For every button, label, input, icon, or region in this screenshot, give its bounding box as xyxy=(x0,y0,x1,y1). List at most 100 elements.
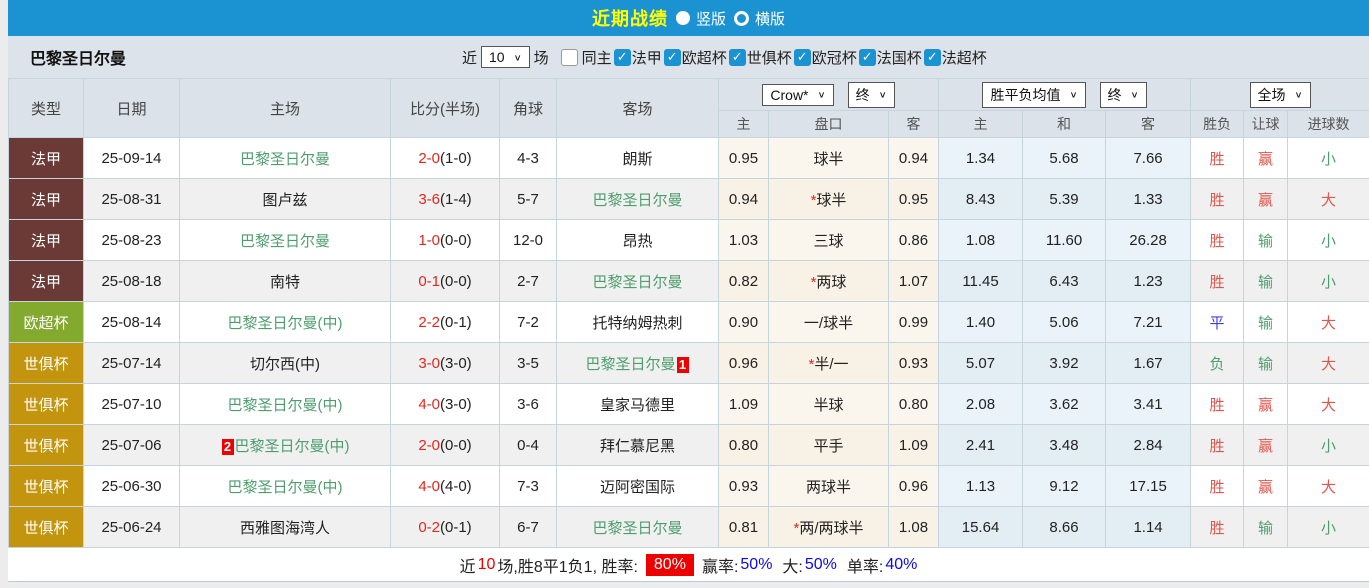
handicap-text: 三球 xyxy=(813,232,844,250)
away-odds: 1.09 xyxy=(887,424,940,466)
match-result: 胜 xyxy=(1190,465,1245,507)
filter-bar: 巴黎圣日尔曼 近 10 ∨ 场 同主 ✓ 法甲 ✓ 欧超杯 ✓ 世俱杯 ✓ 欧冠杯 ✓ 法国杯 ✓ 法… xyxy=(8,36,1369,78)
away-odds: 0.86 xyxy=(887,219,940,261)
same-home-filter[interactable]: 同主 xyxy=(560,47,612,68)
away-odds: 1.08 xyxy=(887,506,940,548)
home-team-cell: 巴黎圣日尔曼(中) xyxy=(179,465,391,507)
match-type-badge: 法甲 xyxy=(8,219,84,261)
match-result: 胜 xyxy=(1190,137,1245,179)
checkbox-icon[interactable] xyxy=(560,48,578,66)
handicap-result: 输 xyxy=(1243,301,1289,343)
score-cell: 4-0(4-0) xyxy=(390,465,500,507)
goals-result: 大 xyxy=(1287,383,1369,425)
avg-lose-odds: 7.66 xyxy=(1105,137,1192,179)
avg-win-odds: 8.43 xyxy=(938,178,1024,220)
col-header-type: 类型 xyxy=(8,78,84,138)
league-filters: ✓ 法甲 ✓ 欧超杯 ✓ 世俱杯 ✓ 欧冠杯 ✓ 法国杯 ✓ 法超杯 xyxy=(612,47,987,68)
fulltime-score: 4-0 xyxy=(418,477,440,495)
chevron-down-icon: ∨ xyxy=(817,90,826,100)
home-team-name: 西雅图海湾人 xyxy=(239,519,330,537)
checkbox-icon[interactable]: ✓ xyxy=(728,48,746,66)
single-value: 40% xyxy=(885,555,918,573)
checkbox-icon[interactable]: ✓ xyxy=(613,48,631,66)
chevron-down-icon: ∨ xyxy=(1130,90,1139,100)
checkbox-icon[interactable]: ✓ xyxy=(663,48,681,66)
avg-odds-select[interactable]: 胜平负均值 ∨ xyxy=(982,81,1086,108)
recent-count-select[interactable]: 10 ∨ xyxy=(481,46,530,68)
halftime-score: (0-0) xyxy=(440,272,472,290)
avg-draw-odds: 11.60 xyxy=(1022,219,1107,261)
league-filter-法超杯[interactable]: ✓ 法超杯 xyxy=(923,47,987,68)
home-team-cell: 2 巴黎圣日尔曼(中) xyxy=(179,424,391,466)
handicap-result: 赢 xyxy=(1243,178,1289,220)
league-filter-法甲[interactable]: ✓ 法甲 xyxy=(613,47,662,68)
layout-radio-horizontal[interactable]: 横版 xyxy=(734,8,785,29)
match-result: 负 xyxy=(1190,342,1245,384)
subheader-odds-home: 主 xyxy=(718,110,769,138)
handicap-result: 赢 xyxy=(1243,383,1289,425)
avg-win-odds: 11.45 xyxy=(938,260,1024,302)
away-team-name: 皇家马德里 xyxy=(599,396,675,414)
odds-time-select[interactable]: 终 ∨ xyxy=(847,81,895,108)
filters: 近 10 ∨ 场 同主 ✓ 法甲 ✓ 欧超杯 ✓ 世俱杯 ✓ 欧冠杯 ✓ 法国杯 ✓ 法超杯 xyxy=(458,36,987,78)
handicap-line: *球半 xyxy=(768,178,889,220)
avg-lose-odds: 1.14 xyxy=(1105,506,1192,548)
match-type-badge: 法甲 xyxy=(8,137,84,179)
match-date: 25-07-06 xyxy=(83,424,180,466)
single-label: 单率: xyxy=(846,558,884,576)
radio-label-horizontal: 横版 xyxy=(755,10,786,28)
corner-score: 2-7 xyxy=(499,260,557,302)
match-result: 平 xyxy=(1190,301,1245,343)
match-date: 25-07-10 xyxy=(83,383,180,425)
avg-lose-odds: 2.84 xyxy=(1105,424,1192,466)
goals-result: 小 xyxy=(1287,506,1369,548)
radio-unselected-icon[interactable] xyxy=(734,10,749,26)
goals-result: 小 xyxy=(1287,260,1369,302)
handicap-line: 三球 xyxy=(768,219,889,261)
big-label: 大: xyxy=(782,558,803,576)
col-header-score: 比分(半场) xyxy=(390,78,500,138)
match-type-badge: 世俱杯 xyxy=(8,465,84,507)
table-row: 世俱杯 25-07-10 巴黎圣日尔曼(中) 4-0(3-0) 3-6 皇家马德里 1.09… xyxy=(8,383,1369,425)
league-filter-世俱杯[interactable]: ✓ 世俱杯 xyxy=(728,47,792,68)
period-value: 全场 xyxy=(1257,86,1286,103)
avg-lose-odds: 1.67 xyxy=(1105,342,1192,384)
league-filter-欧冠杯[interactable]: ✓ 欧冠杯 xyxy=(793,47,857,68)
results-tbody: 法甲 25-09-14 巴黎圣日尔曼 2-0(1-0) 4-3 朗斯 0.95 球半 0.94 1… xyxy=(8,137,1369,548)
home-team-name: 巴黎圣日尔曼(中) xyxy=(227,396,343,414)
handicap-text: 球半 xyxy=(813,150,844,168)
away-odds: 0.96 xyxy=(887,465,940,507)
away-team-name: 昂热 xyxy=(622,232,653,250)
handicap-text: 平手 xyxy=(813,437,844,455)
match-type-badge: 世俱杯 xyxy=(8,506,84,548)
league-filter-法国杯[interactable]: ✓ 法国杯 xyxy=(858,47,922,68)
fulltime-score: 0-1 xyxy=(418,272,440,290)
avg-win-odds: 2.41 xyxy=(938,424,1024,466)
radio-selected-icon[interactable] xyxy=(675,11,690,25)
summary-count: 10 xyxy=(477,555,496,573)
checkbox-icon[interactable]: ✓ xyxy=(793,48,811,66)
table-row: 世俱杯 25-07-06 2 巴黎圣日尔曼(中) 2-0(0-0) 0-4 拜仁慕尼黑 0.8… xyxy=(8,424,1369,466)
match-date: 25-07-14 xyxy=(83,342,180,384)
checkbox-icon[interactable]: ✓ xyxy=(858,48,876,66)
table-row: 欧超杯 25-08-14 巴黎圣日尔曼(中) 2-2(0-1) 7-2 托特纳姆热刺 0.9… xyxy=(8,301,1369,343)
table-row: 法甲 25-08-31 图卢兹 3-6(1-4) 5-7 巴黎圣日尔曼 0.94 *球半 0.9… xyxy=(8,178,1369,220)
league-label: 欧超杯 xyxy=(681,49,727,67)
handicap-text: 球半 xyxy=(816,191,847,209)
subheader-odds-away: 客 xyxy=(887,110,940,138)
avg-time-select[interactable]: 终 ∨ xyxy=(1099,81,1147,108)
period-select[interactable]: 全场 ∨ xyxy=(1249,81,1311,108)
away-team-cell: 皇家马德里 xyxy=(556,383,719,425)
handicap-line: 两球半 xyxy=(768,465,889,507)
away-team-name: 托特纳姆热刺 xyxy=(592,314,683,332)
redcard-badge: 2 xyxy=(221,438,234,455)
checkbox-icon[interactable]: ✓ xyxy=(923,48,941,66)
away-odds: 0.94 xyxy=(887,137,940,179)
goals-result: 大 xyxy=(1287,301,1369,343)
home-team-name: 切尔西(中) xyxy=(250,355,320,373)
handicap-star: * xyxy=(808,355,815,373)
bookmaker-select[interactable]: Crow* ∨ xyxy=(762,83,834,106)
summary-prefix: 近 xyxy=(459,558,476,576)
layout-radio-vertical[interactable]: 竖版 xyxy=(675,8,726,29)
league-filter-欧超杯[interactable]: ✓ 欧超杯 xyxy=(663,47,727,68)
